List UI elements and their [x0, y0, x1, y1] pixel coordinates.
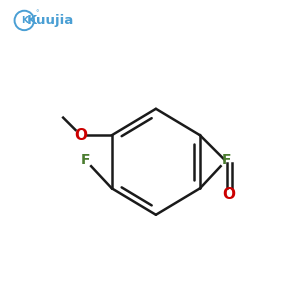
- Text: K: K: [21, 16, 28, 25]
- Text: O: O: [74, 128, 87, 143]
- Text: °: °: [35, 11, 39, 16]
- Text: O: O: [223, 187, 236, 202]
- Text: F: F: [222, 153, 231, 167]
- Text: F: F: [80, 153, 90, 167]
- Text: Kuujia: Kuujia: [27, 14, 74, 27]
